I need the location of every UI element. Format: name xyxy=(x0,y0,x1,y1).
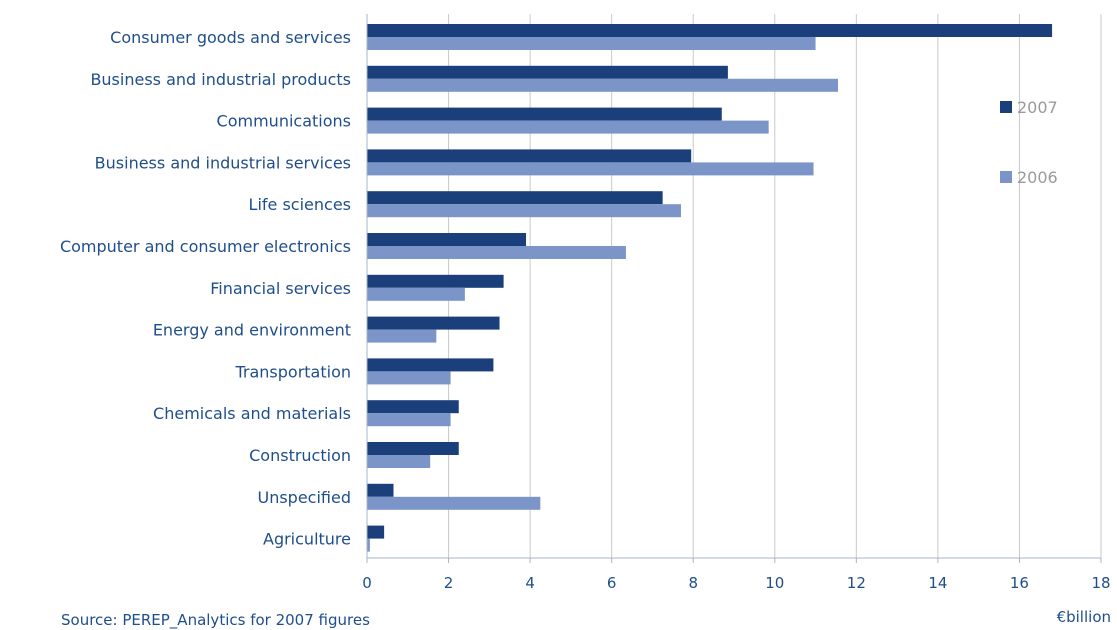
category-label: Communications xyxy=(217,112,351,131)
x-tick-label: 4 xyxy=(525,574,535,592)
bars xyxy=(367,24,1053,552)
x-axis-unit-label: €billion xyxy=(1057,608,1111,626)
category-label: Chemicals and materials xyxy=(153,404,351,423)
x-tick-label: 16 xyxy=(1010,574,1029,592)
bar-2006-8 xyxy=(367,371,451,385)
category-label: Computer and consumer electronics xyxy=(60,237,351,256)
bar-2007-4 xyxy=(367,191,663,205)
category-label: Construction xyxy=(249,446,351,465)
bar-2006-5 xyxy=(367,246,626,259)
bar-2007-2 xyxy=(367,107,722,121)
x-tick-label: 6 xyxy=(607,574,617,592)
x-tick-label: 8 xyxy=(688,574,698,592)
category-label: Financial services xyxy=(210,279,351,298)
bar-2006-11 xyxy=(367,496,541,510)
category-label: Consumer goods and services xyxy=(110,28,351,47)
legend-label-2007: 2007 xyxy=(1017,98,1058,117)
x-tick-label: 12 xyxy=(847,574,866,592)
bar-2007-5 xyxy=(367,233,527,246)
gridlines xyxy=(448,14,1102,558)
legend: 2007 2006 xyxy=(1000,98,1058,187)
x-tick-label: 2 xyxy=(444,574,454,592)
bar-2007-6 xyxy=(367,274,504,288)
category-label: Unspecified xyxy=(257,488,351,507)
bar-2007-8 xyxy=(367,358,494,372)
bar-2006-6 xyxy=(367,287,465,301)
bar-2006-0 xyxy=(367,37,816,50)
bar-2007-3 xyxy=(367,149,692,163)
bar-2007-0 xyxy=(367,24,1053,37)
category-label: Life sciences xyxy=(249,195,351,214)
category-label: Business and industrial services xyxy=(95,153,351,172)
bar-2006-7 xyxy=(367,329,437,343)
category-label: Energy and environment xyxy=(153,321,351,340)
x-tick-labels: 0 2 4 6 8 10 12 14 16 18 xyxy=(362,558,1111,592)
bar-2007-11 xyxy=(367,483,394,497)
bar-2007-9 xyxy=(367,400,459,414)
x-tick-label: 18 xyxy=(1091,574,1110,592)
bar-2006-10 xyxy=(367,455,431,468)
legend-swatch-2006 xyxy=(1000,171,1012,183)
bar-2006-9 xyxy=(367,413,451,427)
x-tick-label: 14 xyxy=(928,574,947,592)
source-note: Source: PEREP_Analytics for 2007 figures xyxy=(61,611,370,629)
bar-2007-12 xyxy=(367,525,385,539)
bar-2006-3 xyxy=(367,162,814,176)
bar-2006-1 xyxy=(367,78,838,92)
x-tick-label: 0 xyxy=(362,574,372,592)
bar-2006-4 xyxy=(367,204,681,218)
bar-2006-12 xyxy=(367,538,370,552)
category-label: Business and industrial products xyxy=(90,70,351,89)
category-label: Transportation xyxy=(234,362,351,381)
bar-2007-7 xyxy=(367,316,500,330)
bar-2007-1 xyxy=(367,65,728,79)
category-label: Agriculture xyxy=(263,530,351,549)
legend-swatch-2007 xyxy=(1000,101,1012,113)
legend-label-2006: 2006 xyxy=(1017,168,1058,187)
x-tick-label: 10 xyxy=(765,574,784,592)
category-labels: Consumer goods and services Business and … xyxy=(60,28,351,549)
bar-2006-2 xyxy=(367,120,769,134)
bar-2007-10 xyxy=(367,442,459,455)
